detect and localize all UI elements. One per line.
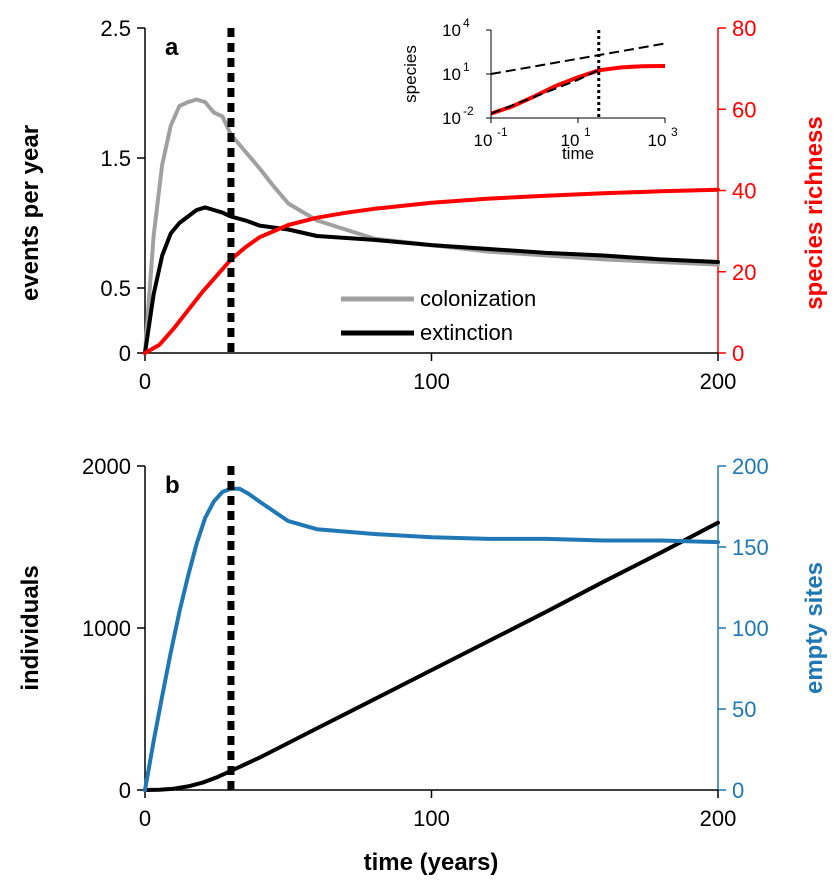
inset-x-tick-label: 10 xyxy=(474,131,493,150)
inset-series xyxy=(490,42,666,116)
a-left-tick-label: 1.5 xyxy=(100,146,131,171)
b-left-tick-label: 2000 xyxy=(82,454,131,479)
colonization-line xyxy=(143,97,720,355)
extinction-line xyxy=(143,205,720,355)
inset-y-tick-label: 10 xyxy=(442,109,461,128)
individuals-line xyxy=(143,520,720,792)
panel-b-series xyxy=(143,486,720,792)
empty-sites-line xyxy=(143,486,720,792)
inset-y-tick-exponent: 1 xyxy=(463,60,470,74)
legend-colonization-label: colonization xyxy=(420,286,536,311)
inset-ylabel: species xyxy=(401,45,420,103)
inset-y-tick-label: 10 xyxy=(442,21,461,40)
inset-chart: 10 -1 10 1 10 310 -210 110 4 time species xyxy=(401,16,678,163)
panel-a-y2label: species richness xyxy=(801,116,828,309)
b-right-tick-label: 0 xyxy=(732,778,744,803)
species-richness-line xyxy=(143,187,720,355)
b-right-tick-label: 150 xyxy=(732,535,769,560)
panel-b-ylabel: individuals xyxy=(17,565,44,690)
a-right-tick-label: 40 xyxy=(732,179,756,204)
b-right-tick-label: 100 xyxy=(732,616,769,641)
b-left-tick-label: 0 xyxy=(119,778,131,803)
panel-b-left-ticks: 0 1000 2000 xyxy=(82,454,145,803)
panel-a-left-ticks: 0 0.5 1.5 2.5 xyxy=(100,16,145,366)
a-x-tick-label: 200 xyxy=(700,369,737,394)
panel-b-label: b xyxy=(165,472,180,499)
b-x-tick-label: 100 xyxy=(413,806,450,831)
panel-b-right-ticks: 0 50 100 150 200 xyxy=(718,454,769,803)
inset-x-tick-exponent: 1 xyxy=(584,125,591,139)
legend-extinction-label: extinction xyxy=(420,320,513,345)
panel-b-xlabel: time (years) xyxy=(364,849,499,876)
a-right-tick-label: 0 xyxy=(732,341,744,366)
inset-ticks: 10 -1 10 1 10 310 -210 110 4 xyxy=(442,16,678,150)
inset-x-tick-exponent: -1 xyxy=(497,125,508,139)
b-x-tick-label: 200 xyxy=(700,806,737,831)
panel-b: b 0 1000 2000 0 50 100 150 200 0 100 200 individ… xyxy=(17,454,828,876)
panel-a-right-ticks: 0 20 40 60 80 xyxy=(718,16,756,366)
panel-a: a 0 0.5 1.5 2.5 0 20 40 60 80 0 100 200 events pe… xyxy=(17,16,828,394)
panel-b-x-ticks: 0 100 200 xyxy=(139,790,736,831)
a-left-tick-label: 0 xyxy=(119,341,131,366)
inset-x-tick-label: 10 xyxy=(648,131,667,150)
inset-y-tick-exponent: -2 xyxy=(463,104,474,118)
inset-x-tick-label: 10 xyxy=(561,131,580,150)
panel-a-series xyxy=(143,97,720,355)
a-left-tick-label: 2.5 xyxy=(100,16,131,41)
inset-y-tick-label: 10 xyxy=(442,65,461,84)
inset-y-tick-exponent: 4 xyxy=(463,16,470,30)
b-right-tick-label: 200 xyxy=(732,454,769,479)
a-right-tick-label: 60 xyxy=(732,97,756,122)
panel-a-legend: colonization extinction xyxy=(341,286,536,345)
inset-fit-line-1 xyxy=(490,68,600,115)
b-x-tick-label: 0 xyxy=(139,806,151,831)
a-x-tick-label: 0 xyxy=(139,369,151,394)
a-right-tick-label: 80 xyxy=(732,16,756,41)
panel-b-y2label: empty sites xyxy=(801,562,828,694)
inset-xlabel: time xyxy=(562,144,594,163)
b-left-tick-label: 1000 xyxy=(82,616,131,641)
inset-x-tick-exponent: 3 xyxy=(671,125,678,139)
a-x-tick-label: 100 xyxy=(413,369,450,394)
panel-a-ylabel: events per year xyxy=(17,125,44,301)
panel-a-x-ticks: 0 100 200 xyxy=(139,353,736,394)
panel-a-label: a xyxy=(165,34,179,61)
a-right-tick-label: 20 xyxy=(732,260,756,285)
b-right-tick-label: 50 xyxy=(732,697,756,722)
a-left-tick-label: 0.5 xyxy=(100,276,131,301)
